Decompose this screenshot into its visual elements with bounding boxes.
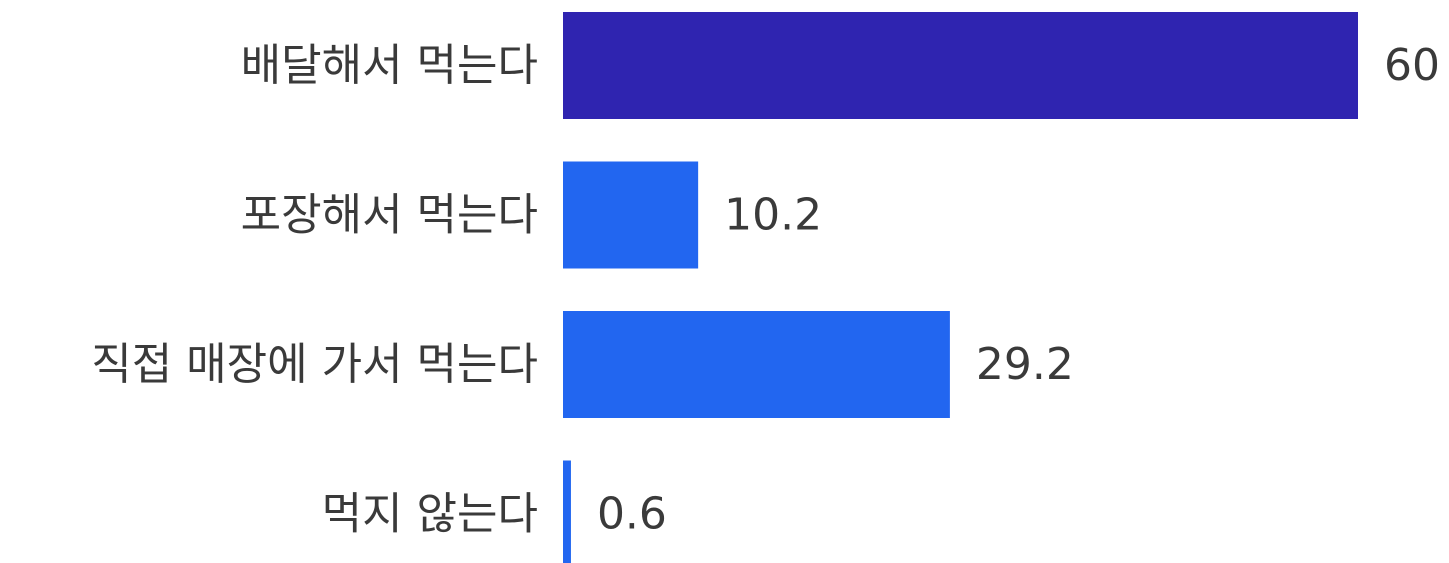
value-label-3: 29.2 (976, 339, 1074, 390)
category-label-3: 직접 매장에 가서 먹는다 (91, 339, 538, 390)
value-label-2: 10.2 (724, 190, 822, 241)
bar-4 (563, 460, 571, 563)
value-labels-group: 60 10.2 29.2 0.6 (597, 40, 1440, 540)
bar-2 (563, 161, 699, 269)
bar-1 (563, 12, 1358, 119)
value-label-1: 60 (1384, 40, 1440, 91)
category-label-2: 포장해서 먹는다 (241, 190, 538, 241)
bar-3 (563, 311, 950, 418)
bars-group (563, 12, 1358, 563)
value-label-4: 0.6 (597, 489, 667, 540)
category-label-1: 배달해서 먹는다 (241, 40, 538, 91)
category-label-4: 먹지 않는다 (322, 489, 538, 540)
